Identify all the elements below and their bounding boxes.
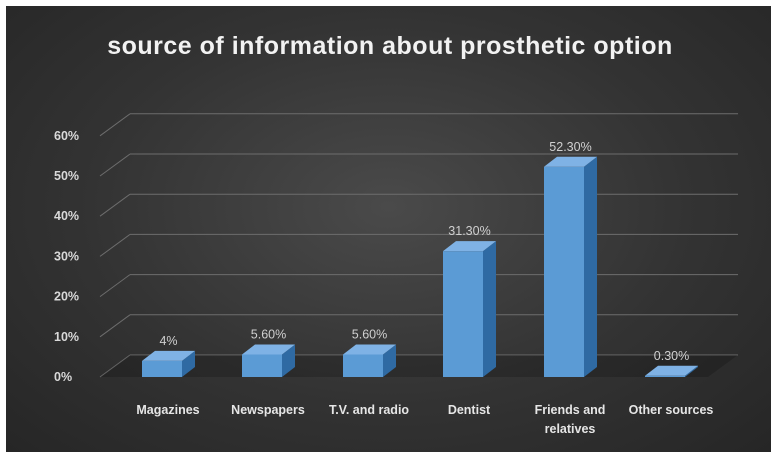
y-tick-label: 10% bbox=[54, 330, 79, 344]
bar bbox=[645, 375, 685, 377]
bar-side bbox=[584, 156, 597, 377]
bar bbox=[242, 354, 282, 377]
bar-top bbox=[544, 156, 597, 167]
bar bbox=[544, 166, 584, 377]
gridline-diagonal bbox=[99, 153, 131, 177]
data-label: 5.60% bbox=[251, 327, 286, 341]
bar bbox=[443, 251, 483, 377]
data-label: 52.30% bbox=[549, 140, 591, 154]
bar-top bbox=[242, 344, 295, 355]
bar-side bbox=[383, 344, 396, 377]
data-label: 5.60% bbox=[352, 327, 387, 341]
bar-top bbox=[343, 344, 396, 355]
x-tick-label: Magazines bbox=[136, 403, 199, 417]
gridline-diagonal bbox=[99, 193, 131, 217]
y-tick-label: 0% bbox=[54, 370, 72, 384]
gridline-diagonal bbox=[99, 274, 131, 298]
bar-top bbox=[142, 350, 195, 361]
x-tick-label: Dentist bbox=[448, 403, 491, 417]
x-tick-label: Friends and bbox=[535, 403, 606, 417]
bar bbox=[343, 354, 383, 377]
bar-side bbox=[182, 350, 195, 377]
x-tick-label: T.V. and radio bbox=[329, 403, 409, 417]
gridline-diagonal bbox=[99, 233, 131, 257]
chart-title: source of information about prosthetic o… bbox=[107, 32, 673, 60]
y-tick-label: 30% bbox=[54, 249, 79, 263]
y-tick-label: 50% bbox=[54, 169, 79, 183]
data-label: 0.30% bbox=[654, 349, 689, 363]
y-tick-label: 40% bbox=[54, 209, 79, 223]
data-label: 31.30% bbox=[448, 224, 490, 238]
gridline-diagonal bbox=[99, 113, 131, 137]
bar-top bbox=[645, 365, 698, 376]
x-tick-label: relatives bbox=[545, 422, 596, 436]
gridline-diagonal bbox=[99, 354, 131, 378]
y-tick-label: 20% bbox=[54, 290, 79, 304]
bar bbox=[142, 360, 182, 377]
bar-side bbox=[483, 241, 496, 377]
data-label: 4% bbox=[159, 334, 177, 348]
bar-side bbox=[685, 365, 698, 377]
bar-top bbox=[443, 241, 496, 252]
chart-floor bbox=[100, 355, 738, 377]
y-tick-label: 60% bbox=[54, 129, 79, 143]
gridline-diagonal bbox=[99, 314, 131, 338]
x-tick-label: Newspapers bbox=[231, 403, 305, 417]
x-tick-label: Other sources bbox=[629, 403, 714, 417]
chart-panel bbox=[6, 6, 771, 452]
bar-side bbox=[282, 344, 295, 377]
